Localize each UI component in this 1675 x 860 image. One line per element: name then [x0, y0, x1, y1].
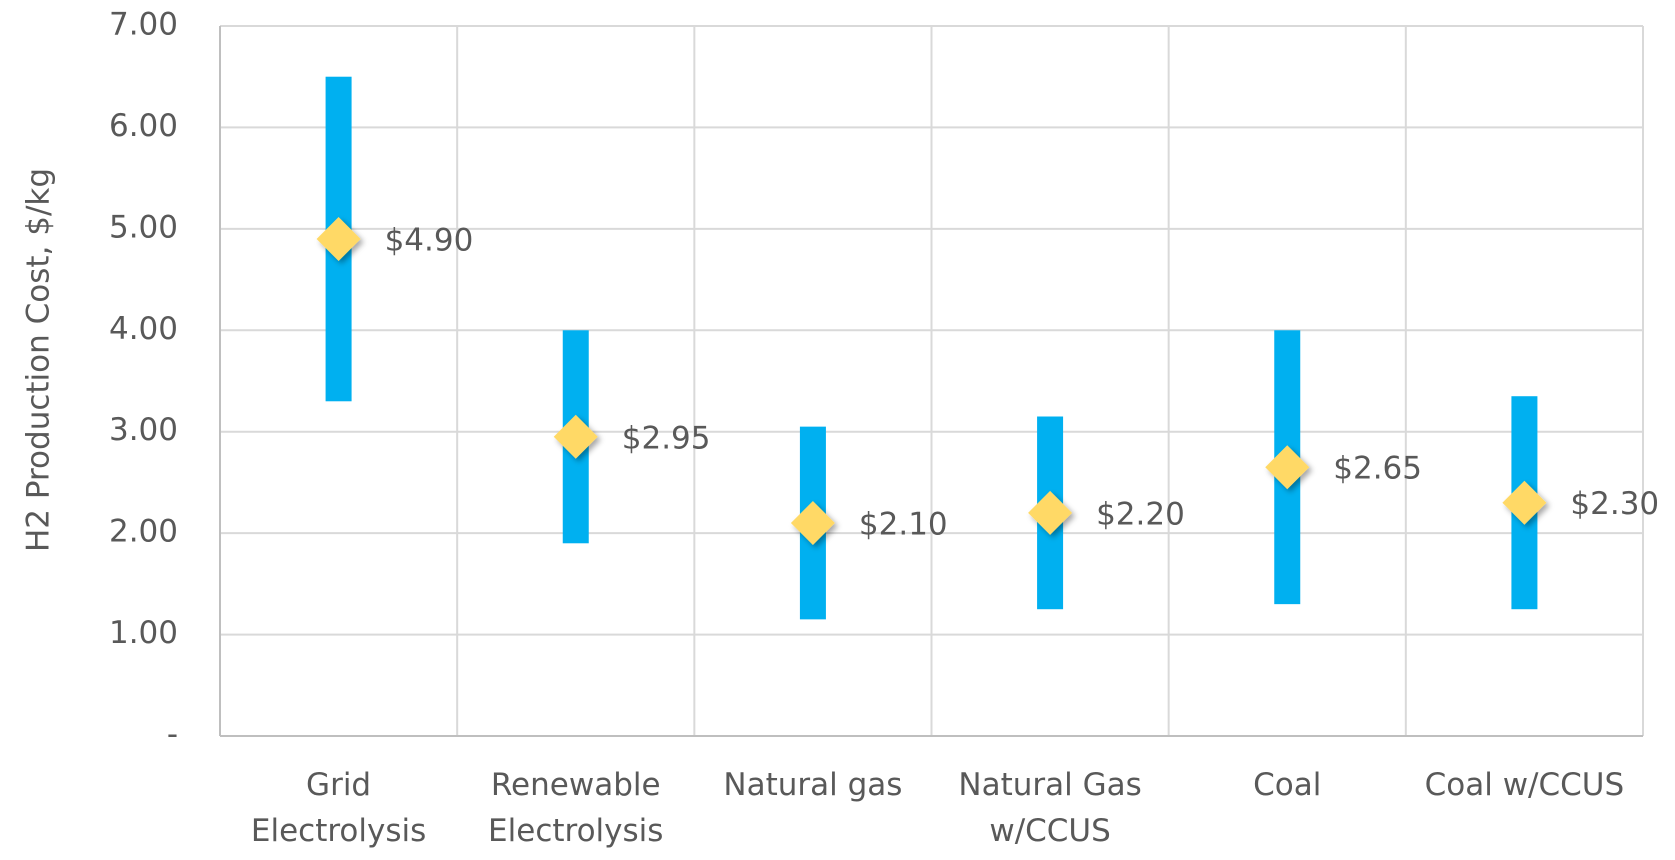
marker	[316, 217, 361, 261]
y-tick-label: 7.00	[109, 7, 178, 43]
y-tick-label: 3.00	[109, 412, 178, 448]
x-tick-label: Coal	[1253, 767, 1322, 803]
y-axis-label: H2 Production Cost, $/kg	[21, 168, 57, 552]
y-tick-label: 5.00	[109, 209, 178, 245]
y-tick-label: 4.00	[109, 311, 178, 347]
value-label: $2.10	[859, 507, 948, 543]
value-label: $2.65	[1333, 451, 1422, 487]
marker	[1502, 480, 1547, 525]
value-label: $2.20	[1096, 496, 1185, 532]
x-tick-label: Natural Gas w/CCUS	[958, 767, 1142, 849]
y-tick-label: 2.00	[109, 514, 178, 550]
x-tick-label: Grid Electrolysis	[250, 767, 427, 849]
y-tick-label: -	[167, 717, 178, 753]
value-label: $2.95	[622, 420, 711, 456]
marker	[790, 501, 835, 545]
y-tick-label: 6.00	[109, 108, 178, 144]
x-tick-label: Coal w/CCUS	[1424, 767, 1625, 803]
value-label: $2.30	[1570, 486, 1659, 522]
value-label: $4.90	[385, 223, 474, 259]
x-tick-label: Renewable Electrolysis	[488, 767, 664, 849]
x-tick-label: Natural gas	[723, 767, 903, 803]
marker	[1265, 445, 1310, 490]
y-tick-label: 1.00	[109, 615, 178, 651]
marker	[1028, 490, 1073, 535]
marker	[553, 414, 598, 459]
